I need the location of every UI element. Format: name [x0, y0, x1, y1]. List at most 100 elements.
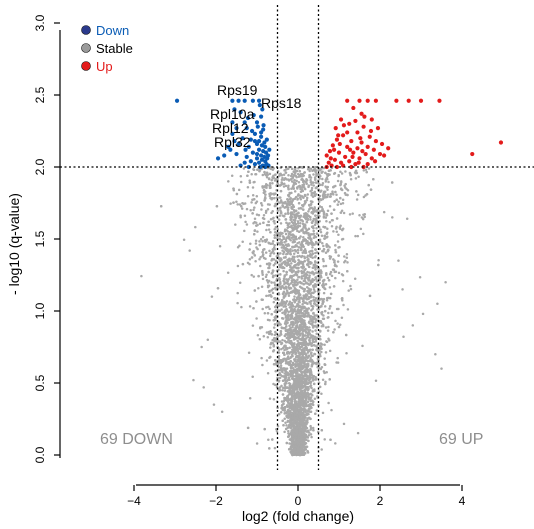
stable-point	[260, 202, 263, 205]
stable-point	[288, 249, 291, 253]
stable-point	[251, 212, 254, 215]
stable-point	[294, 209, 298, 212]
stable-point	[319, 198, 322, 201]
stable-point	[284, 421, 287, 424]
stable-point	[268, 249, 271, 253]
stable-point	[377, 263, 380, 267]
stable-point	[282, 266, 286, 270]
stable-point	[280, 240, 283, 243]
stable-point	[274, 330, 277, 334]
stable-point	[365, 170, 368, 174]
stable-point	[294, 352, 297, 356]
stable-point	[289, 274, 292, 278]
y-tick-label: 2.0	[33, 158, 47, 175]
stable-point	[273, 219, 276, 223]
stable-point	[268, 397, 272, 400]
stable-point	[273, 248, 277, 251]
stable-point	[284, 316, 288, 319]
stable-point	[292, 394, 295, 398]
stable-point	[251, 194, 255, 197]
stable-point	[254, 173, 257, 176]
stable-point	[300, 275, 304, 278]
stable-point	[329, 438, 332, 441]
stable-point	[300, 240, 304, 244]
stable-point	[314, 296, 318, 300]
stable-point	[320, 343, 324, 346]
stable-point	[278, 201, 281, 204]
stable-point	[290, 353, 294, 356]
stable-point	[337, 233, 340, 236]
stable-point	[288, 423, 291, 427]
stable-point	[341, 202, 345, 205]
stable-point	[341, 237, 345, 241]
stable-point	[282, 346, 285, 350]
stable-point	[256, 168, 259, 172]
stable-point	[349, 287, 353, 291]
stable-point	[270, 281, 273, 284]
stable-point	[237, 188, 241, 192]
stable-point	[301, 398, 305, 401]
stable-point	[286, 252, 289, 255]
stable-point	[284, 218, 288, 221]
stable-point	[313, 178, 317, 182]
stable-point	[295, 289, 298, 292]
stable-point	[277, 268, 280, 272]
stable-point	[284, 292, 288, 296]
y-tick-label: 0.5	[33, 374, 47, 391]
stable-point	[271, 438, 274, 441]
stable-point	[300, 270, 303, 273]
stable-point	[270, 193, 273, 196]
stable-point	[307, 210, 310, 213]
stable-point	[342, 422, 346, 426]
stable-point	[279, 265, 282, 269]
stable-point	[287, 179, 291, 182]
stable-point	[297, 366, 301, 370]
stable-point	[278, 173, 282, 177]
stable-point	[299, 197, 303, 201]
stable-point	[276, 236, 279, 240]
stable-point	[311, 379, 315, 382]
x-tick-label: −2	[209, 494, 223, 508]
stable-point	[320, 448, 323, 451]
stable-point	[282, 214, 286, 218]
stable-point	[257, 286, 260, 290]
stable-point	[278, 214, 282, 217]
stable-point	[305, 196, 309, 200]
stable-point	[282, 237, 285, 241]
stable-point	[261, 185, 264, 188]
stable-point	[283, 348, 286, 352]
stable-point	[283, 417, 286, 420]
stable-point	[248, 248, 251, 251]
stable-point	[278, 386, 282, 389]
stable-point	[159, 205, 163, 208]
stable-point	[303, 309, 306, 313]
stable-point	[310, 351, 313, 354]
stable-point	[296, 278, 299, 282]
stable-point	[264, 197, 267, 200]
stable-point	[326, 329, 330, 332]
stable-point	[284, 184, 288, 188]
stable-point	[305, 182, 308, 185]
stable-point	[287, 173, 290, 177]
stable-point	[325, 236, 328, 239]
stable-point	[291, 350, 295, 353]
stable-point	[365, 192, 369, 196]
stable-point	[292, 382, 296, 385]
stable-point	[310, 344, 313, 347]
stable-point	[305, 178, 309, 182]
stable-point	[300, 371, 304, 374]
stable-point	[294, 195, 298, 199]
stable-point	[363, 215, 366, 219]
stable-point	[307, 314, 311, 317]
stable-point	[334, 319, 337, 323]
stable-point	[330, 212, 333, 215]
stable-point	[285, 249, 289, 252]
stable-point	[314, 276, 317, 279]
stable-point	[367, 183, 370, 187]
stable-point	[355, 171, 359, 175]
stable-point	[319, 228, 322, 231]
stable-point	[276, 254, 280, 258]
stable-point	[329, 195, 332, 198]
stable-point	[303, 409, 307, 413]
stable-point	[314, 254, 317, 258]
